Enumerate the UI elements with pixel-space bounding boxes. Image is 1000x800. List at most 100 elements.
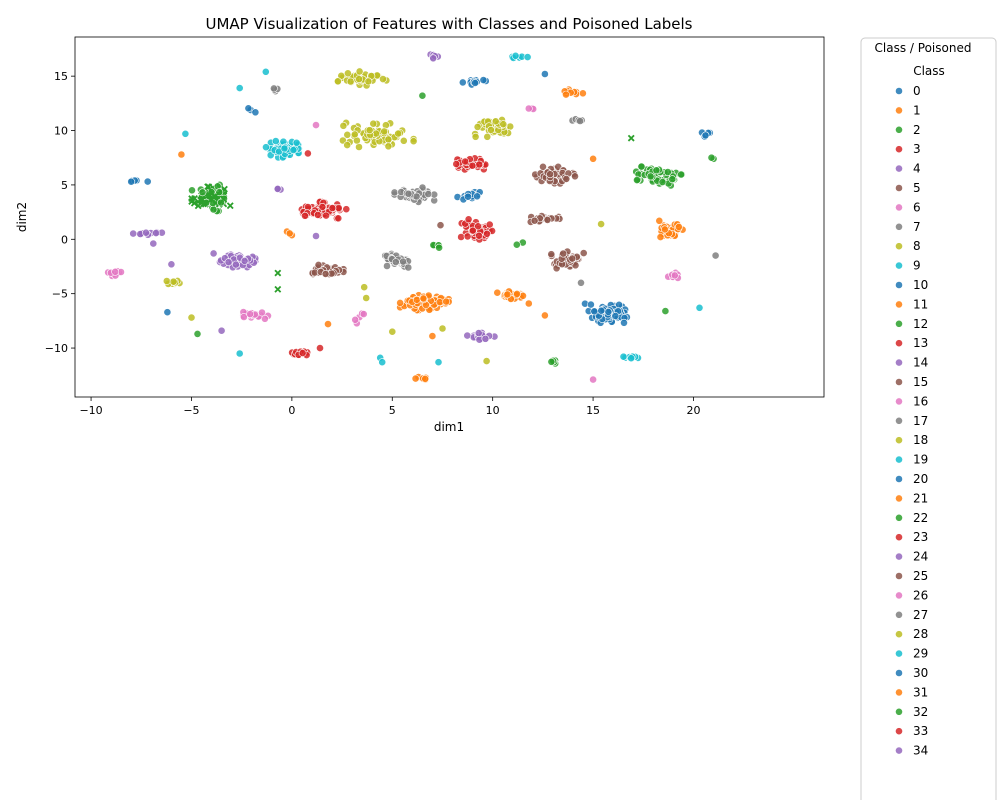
legend-label: 23	[913, 530, 928, 544]
data-point	[312, 232, 320, 240]
legend-label: 11	[913, 297, 928, 311]
data-point	[493, 288, 502, 297]
poisoned-point	[274, 269, 282, 277]
data-point	[169, 277, 178, 286]
legend-label: 27	[913, 608, 928, 622]
data-point	[512, 240, 521, 249]
data-point	[597, 306, 606, 315]
data-point	[167, 260, 176, 269]
x-axis-label: dim1	[434, 420, 464, 434]
data-point	[589, 154, 597, 163]
legend-marker	[895, 339, 903, 348]
poisoned-point	[188, 198, 196, 205]
data-point	[324, 320, 332, 328]
data-point	[262, 143, 270, 152]
legend-marker	[895, 164, 903, 173]
data-point	[384, 142, 393, 151]
legend-label: 18	[913, 433, 928, 447]
data-point	[434, 358, 443, 367]
x-tick-label: 15	[586, 404, 600, 417]
data-point	[474, 329, 483, 337]
data-point	[463, 232, 472, 241]
data-point	[473, 192, 481, 201]
legend-label: 31	[913, 685, 928, 699]
legend-label: 28	[913, 627, 928, 641]
data-point	[411, 374, 420, 383]
legend-marker	[895, 397, 903, 406]
data-point	[485, 220, 494, 229]
data-point	[577, 278, 585, 287]
legend-label: 29	[913, 647, 928, 661]
data-point	[668, 175, 677, 184]
data-point	[481, 334, 490, 343]
data-point	[524, 299, 533, 308]
legend-subtitle: Class	[913, 64, 945, 78]
legend-marker	[895, 572, 903, 580]
legend-marker	[895, 222, 903, 231]
data-point	[663, 168, 672, 176]
data-point	[461, 157, 470, 166]
legend-label: 25	[913, 569, 928, 583]
x-tick-label: −10	[79, 404, 102, 417]
poisoned-point	[204, 183, 212, 191]
data-point	[523, 53, 532, 61]
data-point	[435, 243, 443, 252]
data-point	[506, 122, 515, 131]
data-point	[251, 108, 260, 117]
data-point	[399, 136, 408, 145]
legend-marker	[895, 533, 903, 542]
legend-label: 12	[913, 317, 928, 331]
data-point	[292, 138, 301, 147]
legend: Class / Poisoned Class 01234567891011121…	[860, 37, 997, 800]
data-point	[675, 222, 683, 231]
data-point	[235, 349, 244, 358]
data-point	[418, 183, 427, 192]
x-tick-label: 5	[389, 404, 396, 417]
data-point	[421, 374, 430, 383]
data-point	[435, 298, 444, 307]
poisoned-point	[199, 200, 207, 208]
data-point	[188, 186, 196, 195]
data-point	[483, 229, 491, 238]
legend-label: 16	[913, 394, 928, 408]
data-point	[418, 91, 427, 100]
legend-label: 19	[913, 453, 928, 467]
data-point	[670, 271, 679, 280]
data-point	[530, 216, 539, 225]
data-point	[524, 104, 533, 113]
data-point	[271, 137, 280, 145]
legend-marker	[895, 591, 903, 600]
data-point	[261, 67, 270, 76]
data-point	[244, 104, 253, 113]
legend-marker	[895, 513, 903, 522]
data-point	[438, 324, 447, 333]
data-point	[129, 229, 138, 238]
legend-label: 6	[913, 200, 921, 214]
data-point	[231, 260, 240, 269]
data-point	[343, 141, 352, 149]
data-point	[360, 283, 369, 292]
data-point	[412, 192, 421, 201]
data-point	[312, 121, 320, 129]
data-point	[479, 76, 488, 84]
data-point	[442, 297, 451, 306]
data-point	[468, 226, 477, 235]
data-point	[547, 357, 556, 366]
poisoned-point	[627, 134, 635, 142]
legend-marker	[895, 358, 903, 367]
chart-title: UMAP Visualization of Features with Clas…	[205, 15, 692, 33]
data-point	[217, 326, 226, 335]
data-point	[314, 260, 323, 269]
data-point	[355, 143, 363, 151]
data-point	[394, 129, 403, 138]
data-point	[162, 277, 171, 285]
data-point	[568, 254, 577, 263]
data-point	[149, 239, 158, 248]
data-point	[620, 318, 628, 327]
data-point	[298, 349, 307, 357]
data-point	[475, 231, 483, 240]
data-point	[143, 177, 152, 186]
data-point	[350, 130, 359, 139]
data-point	[383, 262, 391, 270]
data-point	[511, 51, 520, 60]
